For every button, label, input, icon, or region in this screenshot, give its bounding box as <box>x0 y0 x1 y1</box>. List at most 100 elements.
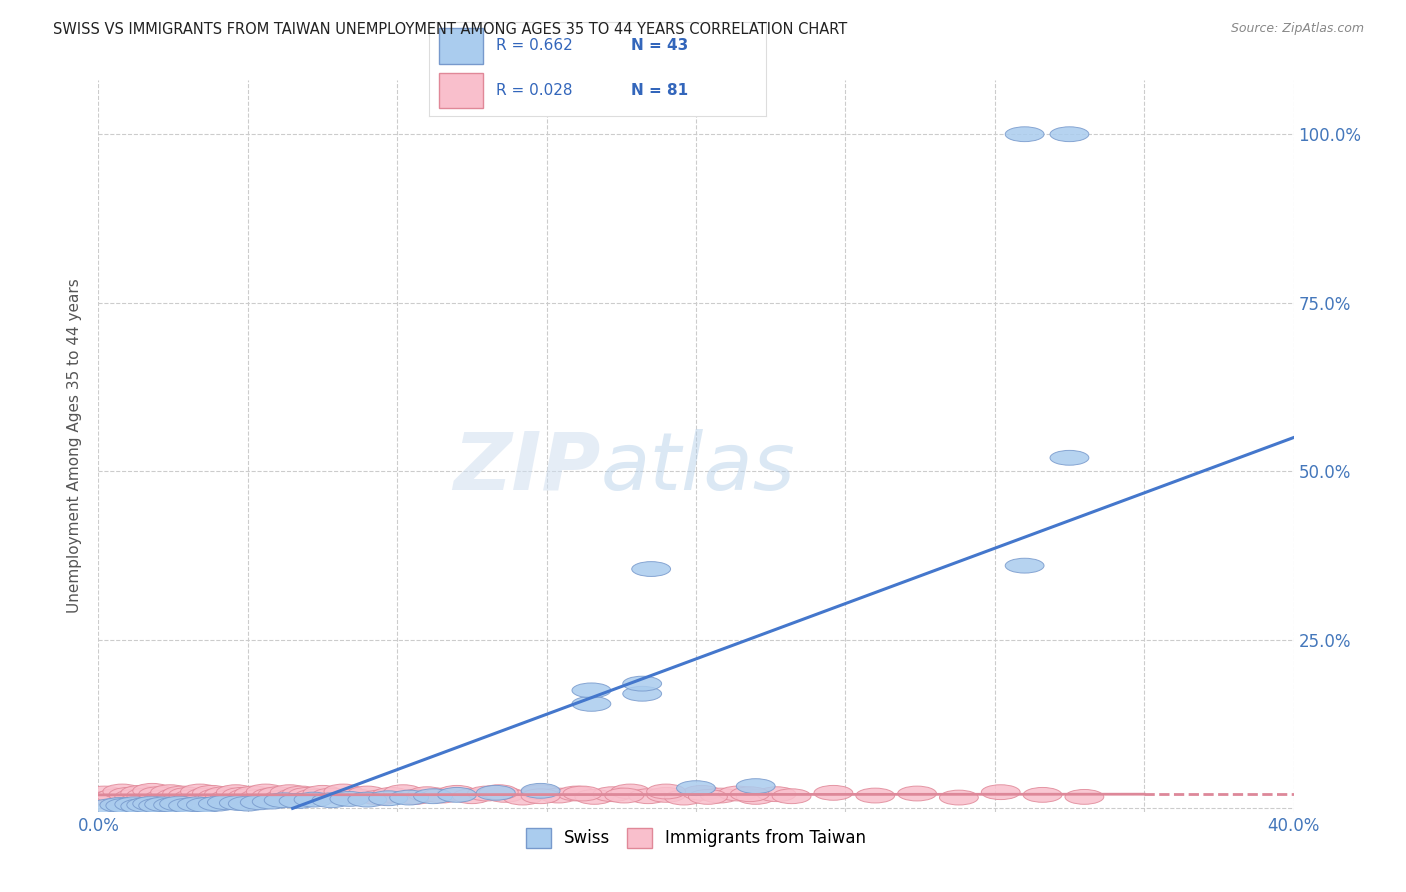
Legend: Swiss, Immigrants from Taiwan: Swiss, Immigrants from Taiwan <box>519 821 873 855</box>
Ellipse shape <box>623 686 662 701</box>
Ellipse shape <box>389 790 429 805</box>
Ellipse shape <box>939 790 979 805</box>
Ellipse shape <box>408 787 447 802</box>
Ellipse shape <box>522 785 560 799</box>
Ellipse shape <box>1064 789 1104 805</box>
Ellipse shape <box>562 786 602 801</box>
Text: N = 43: N = 43 <box>631 38 689 54</box>
Ellipse shape <box>280 794 318 808</box>
Ellipse shape <box>160 797 198 811</box>
Text: R = 0.028: R = 0.028 <box>496 83 572 98</box>
Ellipse shape <box>522 789 560 804</box>
Ellipse shape <box>557 786 596 801</box>
Ellipse shape <box>264 793 304 807</box>
Ellipse shape <box>228 789 267 804</box>
Ellipse shape <box>252 794 291 809</box>
Ellipse shape <box>198 797 238 811</box>
Ellipse shape <box>423 789 461 803</box>
Ellipse shape <box>665 790 703 805</box>
Ellipse shape <box>246 784 285 799</box>
Ellipse shape <box>304 786 342 800</box>
Ellipse shape <box>522 783 560 798</box>
Ellipse shape <box>240 795 280 810</box>
Ellipse shape <box>132 783 172 798</box>
Ellipse shape <box>180 784 219 799</box>
Ellipse shape <box>187 789 225 803</box>
Ellipse shape <box>453 789 491 804</box>
Ellipse shape <box>208 795 246 810</box>
Ellipse shape <box>132 797 172 811</box>
Ellipse shape <box>145 797 184 812</box>
Ellipse shape <box>676 780 716 796</box>
Text: N = 81: N = 81 <box>631 83 689 98</box>
Ellipse shape <box>1050 127 1088 142</box>
Ellipse shape <box>737 789 775 805</box>
Ellipse shape <box>174 789 214 805</box>
Ellipse shape <box>572 697 610 711</box>
Ellipse shape <box>108 788 148 802</box>
Ellipse shape <box>758 787 796 802</box>
Ellipse shape <box>127 789 166 803</box>
Ellipse shape <box>264 790 304 805</box>
Ellipse shape <box>368 791 408 805</box>
Ellipse shape <box>276 789 315 804</box>
Ellipse shape <box>198 789 238 804</box>
Ellipse shape <box>610 784 650 799</box>
Ellipse shape <box>479 785 519 799</box>
Ellipse shape <box>283 786 321 801</box>
Ellipse shape <box>572 683 610 698</box>
Ellipse shape <box>169 798 208 814</box>
Ellipse shape <box>100 797 139 813</box>
Ellipse shape <box>228 797 267 811</box>
Ellipse shape <box>150 785 190 799</box>
Ellipse shape <box>538 789 578 803</box>
Ellipse shape <box>593 787 631 802</box>
Ellipse shape <box>115 797 153 812</box>
Ellipse shape <box>336 789 375 804</box>
Text: SWISS VS IMMIGRANTS FROM TAIWAN UNEMPLOYMENT AMONG AGES 35 TO 44 YEARS CORRELATI: SWISS VS IMMIGRANTS FROM TAIWAN UNEMPLOY… <box>53 22 848 37</box>
Ellipse shape <box>437 788 477 802</box>
Ellipse shape <box>270 785 309 799</box>
Ellipse shape <box>897 786 936 801</box>
Ellipse shape <box>103 784 142 799</box>
Ellipse shape <box>575 789 614 805</box>
Ellipse shape <box>259 787 297 802</box>
Ellipse shape <box>235 786 273 801</box>
Ellipse shape <box>330 791 368 806</box>
Text: R = 0.662: R = 0.662 <box>496 38 574 54</box>
Ellipse shape <box>413 789 453 804</box>
Ellipse shape <box>477 786 515 800</box>
Ellipse shape <box>187 797 225 813</box>
Ellipse shape <box>177 797 217 812</box>
Ellipse shape <box>682 786 721 800</box>
Ellipse shape <box>689 789 727 805</box>
Ellipse shape <box>718 786 758 801</box>
Ellipse shape <box>153 797 193 813</box>
Ellipse shape <box>437 786 477 800</box>
Ellipse shape <box>384 785 423 799</box>
Ellipse shape <box>127 797 166 813</box>
FancyBboxPatch shape <box>439 73 482 109</box>
Ellipse shape <box>204 787 243 802</box>
Ellipse shape <box>91 799 129 814</box>
Ellipse shape <box>294 789 333 805</box>
Ellipse shape <box>323 784 363 799</box>
Ellipse shape <box>1024 788 1062 802</box>
FancyBboxPatch shape <box>439 28 482 63</box>
Ellipse shape <box>97 789 136 804</box>
Ellipse shape <box>240 789 280 805</box>
Text: Source: ZipAtlas.com: Source: ZipAtlas.com <box>1230 22 1364 36</box>
Ellipse shape <box>467 786 506 801</box>
Ellipse shape <box>347 786 387 801</box>
Ellipse shape <box>485 788 524 802</box>
Ellipse shape <box>121 786 160 800</box>
Ellipse shape <box>631 562 671 576</box>
Ellipse shape <box>700 789 740 803</box>
Ellipse shape <box>222 788 262 802</box>
Ellipse shape <box>856 789 894 803</box>
Ellipse shape <box>211 790 249 805</box>
Ellipse shape <box>1005 127 1045 142</box>
Ellipse shape <box>193 786 232 800</box>
Ellipse shape <box>139 798 177 814</box>
Ellipse shape <box>312 793 352 807</box>
